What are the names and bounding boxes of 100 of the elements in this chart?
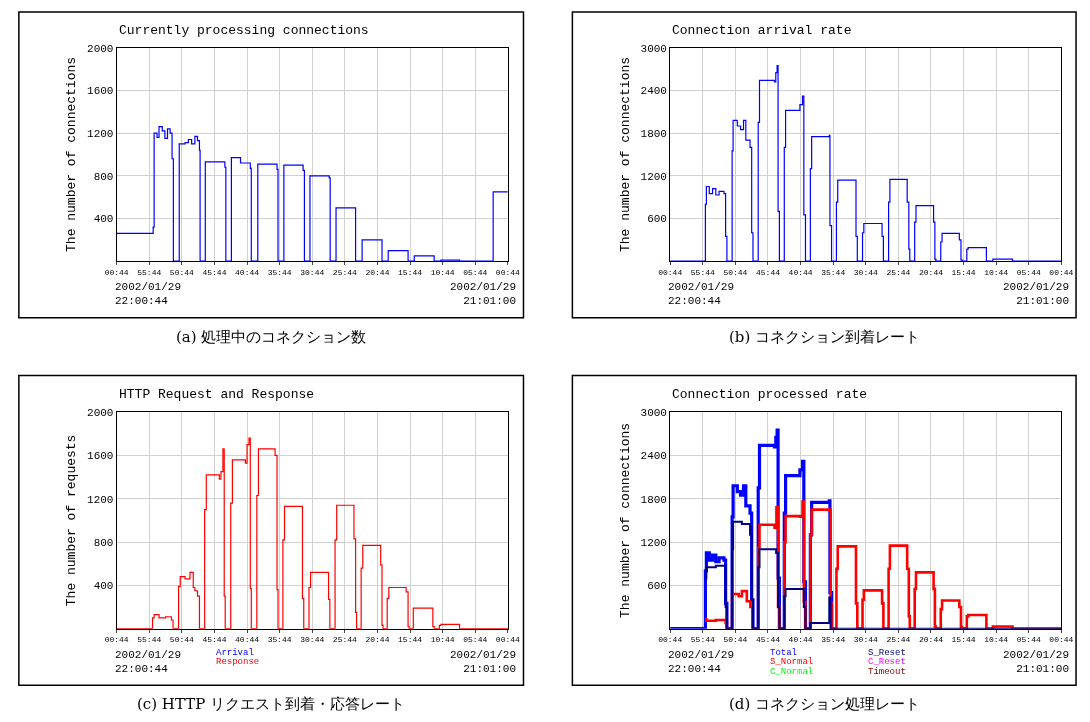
text: 2002/01/29 21:01:00 bbox=[450, 281, 517, 308]
x-tick-label: 45:44 bbox=[755, 635, 781, 645]
x-tick-label: 30:44 bbox=[300, 635, 325, 645]
x-tick-label: 45:44 bbox=[202, 267, 227, 277]
x-tick-label: 05:44 bbox=[1016, 267, 1041, 277]
x-tick-label: 40:44 bbox=[235, 635, 260, 645]
x-tick-label: 15:44 bbox=[398, 635, 423, 645]
y-tick-label: 800 bbox=[93, 170, 114, 183]
text: S_Reset bbox=[868, 648, 906, 658]
x-tick-label: 30:44 bbox=[853, 635, 878, 645]
y-tick-label: 600 bbox=[647, 213, 667, 226]
text: 2002/01/29 22:00:44 bbox=[115, 649, 182, 676]
x-tick-label: 00:44 bbox=[104, 267, 129, 277]
x-tick-label: 35:44 bbox=[267, 267, 292, 277]
y-tick-label: 400 bbox=[93, 213, 114, 226]
y-tick-label: 1600 bbox=[87, 450, 114, 463]
x-tick-label: 00:44 bbox=[104, 635, 129, 645]
y-tick-label: 2400 bbox=[640, 450, 667, 463]
x-tick-label: 00:44 bbox=[1049, 635, 1074, 645]
x-tick-label: 10:44 bbox=[430, 267, 455, 277]
x-tick-label: 15:44 bbox=[951, 267, 976, 277]
y-tick-label: 1600 bbox=[87, 85, 114, 98]
x-tick-label: 00:44 bbox=[495, 635, 521, 645]
x-tick-label: 55:44 bbox=[690, 635, 715, 645]
x-tick-label: 55:44 bbox=[690, 267, 715, 277]
text: S_Normal bbox=[770, 657, 814, 667]
y-tick-label: 3000 bbox=[640, 407, 667, 420]
y-tick-label: 1800 bbox=[640, 493, 667, 506]
x-tick-label: 10:44 bbox=[984, 635, 1009, 645]
text: 2002/01/29 21:01:00 bbox=[1003, 281, 1070, 308]
y-axis-title: The number of connections bbox=[617, 56, 633, 252]
y-tick-label: 1800 bbox=[640, 127, 667, 140]
text: (a) 処理中のコネクション数 bbox=[176, 328, 367, 346]
x-tick-label: 00:44 bbox=[1049, 267, 1074, 277]
chart-title: Currently processing connections bbox=[119, 23, 369, 38]
y-tick-label: 2400 bbox=[640, 85, 667, 98]
text: (b) コネクション到着レート bbox=[729, 328, 921, 346]
x-tick-label: 00:44 bbox=[495, 267, 521, 277]
y-tick-label: 1200 bbox=[87, 127, 114, 140]
x-tick-label: 50:44 bbox=[169, 635, 195, 645]
x-tick-label: 25:44 bbox=[332, 267, 358, 277]
y-tick-label: 1200 bbox=[87, 493, 114, 506]
y-tick-label: 1200 bbox=[640, 170, 667, 183]
x-tick-label: 50:44 bbox=[723, 635, 748, 645]
x-tick-label: 55:44 bbox=[137, 267, 162, 277]
x-tick-label: 05:44 bbox=[463, 635, 488, 645]
x-tick-label: 35:44 bbox=[821, 635, 846, 645]
y-tick-label: 2000 bbox=[87, 42, 114, 55]
chart-title: Connection processed rate bbox=[672, 387, 868, 402]
text: 2002/01/29 21:01:00 bbox=[1003, 649, 1070, 676]
x-tick-label: 40:44 bbox=[788, 635, 813, 645]
text: Total bbox=[770, 648, 798, 658]
x-tick-label: 10:44 bbox=[984, 267, 1009, 277]
text: Response bbox=[216, 657, 260, 667]
y-tick-label: 2000 bbox=[87, 407, 114, 420]
x-tick-label: 40:44 bbox=[235, 267, 260, 277]
x-tick-label: 20:44 bbox=[365, 635, 390, 645]
x-tick-label: 35:44 bbox=[821, 267, 846, 277]
legend-label: C_Reset bbox=[868, 657, 906, 667]
x-tick-label: 45:44 bbox=[755, 267, 781, 277]
x-tick-label: 55:44 bbox=[137, 635, 162, 645]
x-tick-label: 20:44 bbox=[918, 267, 944, 277]
y-tick-label: 3000 bbox=[640, 42, 667, 55]
x-tick-label: 00:44 bbox=[658, 267, 683, 277]
chart-title: HTTP Request and Response bbox=[119, 387, 315, 402]
x-tick-label: 25:44 bbox=[332, 635, 358, 645]
x-tick-label: 45:44 bbox=[202, 635, 227, 645]
y-axis-title: The number of connections bbox=[63, 56, 79, 252]
y-tick-label: 800 bbox=[93, 536, 114, 549]
chart-title: Connection arrival rate bbox=[672, 23, 852, 38]
x-tick-label: 40:44 bbox=[788, 267, 813, 277]
y-tick-label: 400 bbox=[93, 580, 114, 593]
x-tick-label: 20:44 bbox=[365, 267, 390, 277]
legend-label: Arrival bbox=[216, 648, 254, 658]
text: 2002/01/29 22:00:44 bbox=[668, 649, 735, 676]
x-tick-label: 05:44 bbox=[1016, 635, 1041, 645]
x-tick-label: 05:44 bbox=[463, 267, 488, 277]
legend-label: Timeout bbox=[868, 667, 906, 677]
text: 2002/01/29 22:00:44 bbox=[668, 281, 735, 308]
legend-label: C_Normal bbox=[770, 667, 814, 677]
text: 2002/01/29 22:00:44 bbox=[115, 281, 182, 308]
x-tick-label: 50:44 bbox=[169, 267, 195, 277]
y-axis-title: The number of connections bbox=[617, 422, 633, 618]
x-tick-label: 20:44 bbox=[918, 635, 944, 645]
text: (d) コネクション処理レート bbox=[729, 695, 921, 713]
x-tick-label: 10:44 bbox=[430, 635, 455, 645]
x-tick-label: 30:44 bbox=[853, 267, 878, 277]
x-tick-label: 15:44 bbox=[398, 267, 423, 277]
y-tick-label: 1200 bbox=[640, 536, 667, 549]
y-tick-label: 600 bbox=[647, 580, 667, 593]
x-tick-label: 25:44 bbox=[886, 267, 911, 277]
x-tick-label: 35:44 bbox=[267, 635, 292, 645]
x-tick-label: 30:44 bbox=[300, 267, 325, 277]
x-tick-label: 25:44 bbox=[886, 635, 911, 645]
text: 2002/01/29 21:01:00 bbox=[450, 649, 517, 676]
x-tick-label: 15:44 bbox=[951, 635, 976, 645]
x-tick-label: 00:44 bbox=[658, 635, 683, 645]
x-tick-label: 50:44 bbox=[723, 267, 748, 277]
text: (c) HTTP リクエスト到着・応答レート bbox=[137, 695, 406, 713]
y-axis-title: The number of requests bbox=[63, 434, 79, 607]
